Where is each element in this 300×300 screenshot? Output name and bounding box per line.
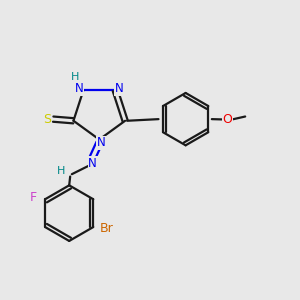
Text: N: N <box>115 82 124 95</box>
Text: F: F <box>30 191 37 204</box>
Text: O: O <box>223 113 232 126</box>
Text: N: N <box>75 82 84 95</box>
Text: H: H <box>71 72 79 82</box>
Text: Br: Br <box>100 222 113 235</box>
Text: N: N <box>97 136 105 149</box>
Text: S: S <box>43 112 51 126</box>
Text: N: N <box>88 157 97 170</box>
Text: H: H <box>57 166 65 176</box>
